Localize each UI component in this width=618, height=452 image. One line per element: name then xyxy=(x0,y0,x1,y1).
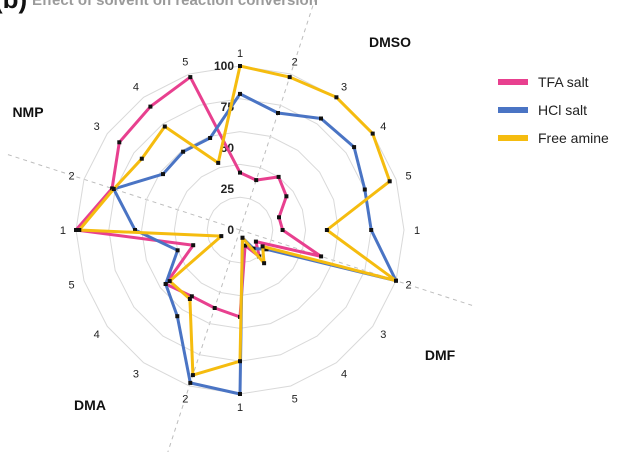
spoke-label: 5 xyxy=(405,170,411,182)
data-point-marker xyxy=(287,75,292,80)
data-point-marker xyxy=(74,228,78,232)
legend-label: Free amine xyxy=(538,130,609,146)
legend-label: HCl salt xyxy=(538,102,587,118)
group-label: NMP xyxy=(12,104,43,120)
data-point-marker xyxy=(238,392,242,396)
spoke-label: 4 xyxy=(133,82,139,94)
data-point-marker xyxy=(181,149,186,154)
spoke-label: 3 xyxy=(380,329,386,341)
data-point-marker xyxy=(370,131,375,136)
data-point-marker xyxy=(175,314,180,319)
data-point-marker xyxy=(243,243,248,248)
data-point-marker xyxy=(238,359,242,364)
data-point-marker xyxy=(276,111,280,115)
group-separator-line xyxy=(239,229,474,307)
data-point-marker xyxy=(238,64,242,68)
data-point-marker xyxy=(394,278,398,283)
data-point-marker xyxy=(139,156,144,161)
radial-tick-label: 100 xyxy=(214,59,234,73)
data-point-marker xyxy=(133,228,137,232)
data-point-marker xyxy=(117,140,122,145)
group-label: DMSO xyxy=(369,34,411,50)
spoke-label: 1 xyxy=(60,225,66,237)
data-point-marker xyxy=(260,244,265,249)
data-point-marker xyxy=(277,215,281,220)
data-point-marker xyxy=(238,91,242,96)
data-point-marker xyxy=(362,187,367,192)
spoke-label: 2 xyxy=(182,394,188,406)
group-label: DMA xyxy=(74,397,106,413)
data-point-marker xyxy=(162,124,167,129)
spoke-label: 4 xyxy=(380,121,386,133)
data-point-marker xyxy=(163,282,168,286)
data-point-marker xyxy=(240,235,245,240)
series-line-free-amine xyxy=(77,64,398,377)
data-point-marker xyxy=(161,172,165,177)
data-point-marker xyxy=(167,279,172,284)
data-point-marker xyxy=(189,294,194,299)
data-point-marker xyxy=(280,228,285,232)
group-separator-line xyxy=(167,229,241,452)
data-point-marker xyxy=(111,187,116,191)
data-point-marker xyxy=(188,380,193,385)
data-point-marker xyxy=(148,104,153,109)
radial-tick-label: 25 xyxy=(221,182,235,196)
spoke-label: 5 xyxy=(292,394,298,406)
data-point-marker xyxy=(190,373,195,378)
data-point-marker xyxy=(334,95,339,100)
spoke-label: 4 xyxy=(94,329,100,341)
data-point-marker xyxy=(284,194,289,199)
spoke-label: 2 xyxy=(68,170,74,182)
group-label: DMF xyxy=(425,347,456,363)
data-point-marker xyxy=(262,261,267,266)
data-point-marker xyxy=(369,228,374,232)
spoke-label: 2 xyxy=(405,280,411,292)
data-point-marker xyxy=(238,170,242,175)
legend-label: TFA salt xyxy=(538,74,589,90)
spoke-label: 4 xyxy=(341,368,347,380)
data-point-marker xyxy=(175,248,180,253)
data-point-marker xyxy=(254,178,259,183)
data-point-marker xyxy=(188,75,193,80)
data-point-marker xyxy=(212,306,217,310)
grid-ring xyxy=(206,196,274,264)
data-point-marker xyxy=(208,136,213,140)
spoke-label: 1 xyxy=(237,402,243,414)
data-point-marker xyxy=(253,239,258,244)
data-point-marker xyxy=(264,247,269,252)
spoke-label: 3 xyxy=(341,82,347,94)
group-separator-line xyxy=(6,153,241,231)
data-point-marker xyxy=(191,243,196,248)
spoke-label: 5 xyxy=(182,57,188,69)
data-point-marker xyxy=(187,297,192,301)
chart-title: Effect of solvent on reaction conversion xyxy=(32,0,318,9)
spoke-label: 3 xyxy=(94,121,100,133)
data-point-marker xyxy=(77,228,82,232)
spoke-label: 5 xyxy=(68,280,74,292)
data-point-marker xyxy=(324,228,329,232)
data-point-marker xyxy=(387,179,392,184)
panel-label: (b) xyxy=(0,0,27,15)
data-point-marker xyxy=(319,254,324,259)
data-point-marker xyxy=(276,174,281,179)
spoke-label: 1 xyxy=(237,48,243,60)
spoke-label: 3 xyxy=(133,368,139,380)
data-point-marker xyxy=(319,116,323,121)
data-point-marker xyxy=(219,234,224,239)
spoke-label: 2 xyxy=(292,57,298,69)
radial-tick-label: 0 xyxy=(227,223,234,237)
spoke-label: 1 xyxy=(414,225,420,237)
data-point-marker xyxy=(352,145,357,150)
data-point-marker xyxy=(216,160,221,165)
